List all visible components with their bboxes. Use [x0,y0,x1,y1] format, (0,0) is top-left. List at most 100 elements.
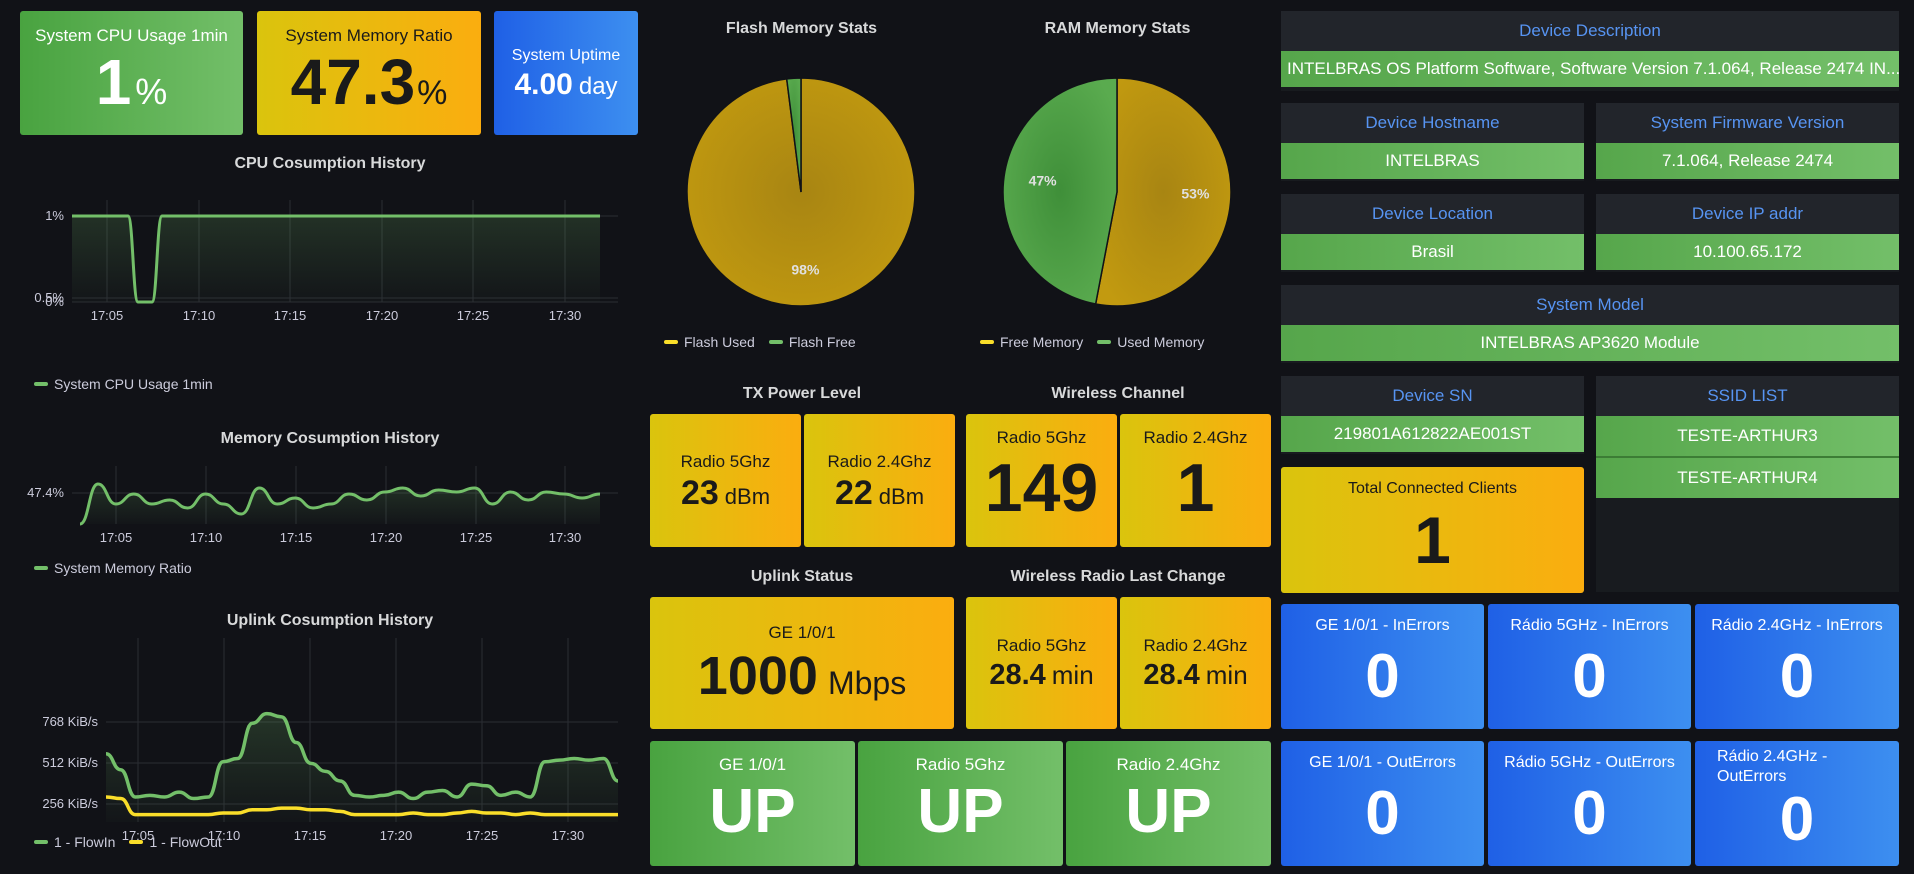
system-model-label: System Model [1281,285,1899,325]
stat-value: 28.4 [989,658,1046,691]
legend-item-flowin[interactable]: 1 - FlowIn [34,834,115,850]
legend-label: System CPU Usage 1min [54,376,213,392]
legend-item-used-memory[interactable]: Used Memory [1097,334,1204,350]
legend-label: Flash Free [788,334,856,350]
x-tick-label: 17:15 [280,530,313,545]
stat-unit: min [1205,659,1248,690]
ram-legend: Free Memory Used Memory [980,334,1204,350]
uptime-stat: System Uptime 4.00 day [494,11,638,135]
device-ip-panel: Device IP addr 10.100.65.172 [1596,194,1899,272]
x-tick-label: 17:20 [380,828,413,843]
system-model-value: INTELBRAS AP3620 Module [1281,325,1899,361]
uplink-status-title: Uplink Status [750,568,854,585]
x-tick-label: 17:15 [274,308,307,323]
connected-clients-stat: Total Connected Clients 1 [1281,467,1584,593]
legend-item-flowout[interactable]: 1 - FlowOut [129,834,222,850]
ssid-list-label: SSID LIST [1596,376,1899,416]
x-tick-label: 17:05 [91,308,124,323]
stat-title: GE 1/0/1 - OutErrors [1309,754,1456,771]
channel-24ghz-stat: Radio 2.4Ghz 1 [1120,414,1271,547]
radio-change-5ghz-stat: Radio 5Ghz 28.4 min [966,597,1117,729]
wireless-channel-title: Wireless Channel [1051,385,1185,402]
stat-title: Rádio 5GHz - InErrors [1510,617,1669,634]
legend-item-flash-free[interactable]: Flash Free [768,334,856,350]
legend-label: Flash Used [684,334,755,350]
stat-title: GE 1/0/1 - InErrors [1315,617,1450,634]
stat-value: 47.3 [290,46,416,118]
stat-title: Radio 2.4Ghz [1143,635,1248,655]
stat-title: Radio 5Ghz [996,635,1087,655]
pie-slice-label: 98% [791,262,820,278]
radio5-inerrors-stat: Rádio 5GHz - InErrors 0 [1488,604,1691,729]
x-tick-label: 17:30 [549,530,582,545]
panel-title: RAM Memory Stats [1044,20,1191,37]
stat-title: Radio 5Ghz [915,755,1006,774]
y-tick-label: 256 KiB/s [42,796,98,811]
ram-memory-panel: RAM Memory Stats 53% 47% Free Memory Used… [970,12,1265,357]
pie-slice [785,77,802,193]
pie-slice-label: 53% [1181,186,1210,202]
radio24-inerrors-stat: Rádio 2.4GHz - InErrors 0 [1695,604,1899,729]
legend-swatch [34,382,48,386]
stat-value-row: 22 dBm [835,476,924,510]
stat-unit: dBm [724,483,771,509]
link-state-ge: GE 1/0/1 UP [650,741,855,866]
stat-title: System Uptime [511,46,621,64]
x-tick-label: 17:25 [457,308,490,323]
device-location-label: Device Location [1281,194,1584,234]
legend-swatch [980,340,994,344]
flash-legend: Flash Used Flash Free [664,334,856,350]
legend-swatch [129,840,144,844]
pie-slice-label: 47% [1029,172,1058,188]
memory-legend[interactable]: System Memory Ratio [34,560,192,576]
legend-label: Used Memory [1117,334,1205,350]
stat-title: GE 1/0/1 [768,623,836,642]
firmware-version-panel: System Firmware Version 7.1.064, Release… [1596,103,1899,181]
x-tick-label: 17:30 [549,308,582,323]
x-tick-label: 17:05 [100,530,133,545]
memory-history-panel: Memory Cosumption History 47.4% 17:05 17:1… [10,426,650,586]
cpu-history-chart: 1% 0.5%0% 17:05 17:10 17:15 17:20 17:25 17:30 [34,200,618,323]
device-hostname-value: INTELBRAS [1281,143,1584,179]
device-ip-value: 10.100.65.172 [1596,234,1899,270]
stat-unit: Mbps [827,665,907,701]
stat-value: 23 [680,473,719,512]
y-tick-label: 0.5% [34,290,64,305]
stat-value: 149 [984,450,1099,526]
device-sn-label: Device SN [1281,376,1584,416]
panel-title: Uplink Cosumption History [226,612,434,629]
stat-title: Radio 2.4Ghz [827,451,932,471]
stat-unit: min [1051,659,1094,690]
stat-value: 0 [1365,779,1400,848]
cpu-legend[interactable]: System CPU Usage 1min [34,376,213,392]
stat-title: System CPU Usage 1min [35,26,228,45]
cpu-history-panel: CPU Cosumption History 1% 0.5% 0% 17:05 17:1… [10,150,650,400]
stat-value-row: 28.4 min [1143,660,1247,691]
firmware-version-label: System Firmware Version [1596,103,1899,143]
tx-power-24ghz-stat: Radio 2.4Ghz 22 dBm [804,414,955,547]
stat-value-row: 1% [96,50,168,114]
cpu-area [72,216,600,302]
stat-value: 1 [95,46,132,118]
stat-value: 0 [1779,785,1815,854]
ssid-list-item: TESTE-ARTHUR4 [1596,458,1899,498]
legend-item-flash-used[interactable]: Flash Used [664,334,755,350]
link-state-radio-24ghz: Radio 2.4Ghz UP [1066,741,1271,866]
uplink-history-panel: Uplink Cosumption History 768 KiB/s 512 K… [10,608,650,868]
stat-title: Radio 2.4Ghz [1116,755,1221,774]
stat-unit: dBm [878,483,925,509]
stat-value-row: 4.00 day [514,69,617,101]
flash-pie-chart: 98% [686,77,916,307]
legend-swatch [664,340,678,344]
stat-unit: % [417,74,448,112]
legend-swatch [1097,340,1112,344]
panel-title: Memory Cosumption History [220,430,440,447]
ssid-list-item: TESTE-ARTHUR3 [1596,416,1899,458]
stat-title: Radio 2.4Ghz [1143,428,1248,447]
device-location-panel: Device Location Brasil [1281,194,1584,272]
x-tick-label: 17:25 [466,828,499,843]
stat-value-row: 1000 Mbps [698,649,906,703]
x-tick-label: 17:20 [366,308,399,323]
legend-item-free-memory[interactable]: Free Memory [980,334,1083,350]
stat-title: Rádio 2.4GHz - OutErrors [1717,748,1828,785]
